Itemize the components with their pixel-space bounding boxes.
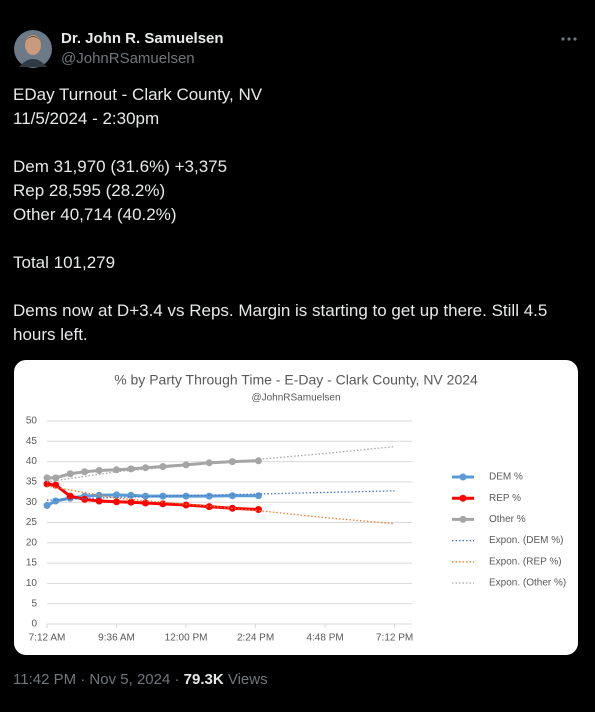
avatar[interactable] [13, 29, 53, 69]
point [43, 501, 51, 509]
y-tick-label: 50 [26, 416, 38, 427]
point [52, 481, 60, 489]
y-tick-label: 0 [31, 619, 37, 630]
point [182, 501, 190, 509]
tweet-meta: 11:42 PM · Nov 5, 2024 · 79.3K Views [13, 671, 268, 688]
point [66, 470, 74, 478]
author-handle[interactable]: @JohnRSamuelsen [61, 50, 195, 67]
legend-label: Expon. (DEM %) [489, 535, 563, 546]
y-tick-label: 35 [26, 477, 38, 488]
legend-marker [459, 473, 467, 481]
legend-label: Other % [489, 514, 526, 525]
point [43, 480, 51, 488]
y-tick-label: 45 [26, 436, 38, 447]
x-tick-label: 9:36 AM [98, 633, 135, 644]
text-line: Dem 31,970 (31.6%) +3,375 [13, 157, 228, 176]
y-tick-label: 30 [26, 497, 38, 508]
chart-image[interactable]: % by Party Through Time - E-Day - Clark … [14, 360, 578, 655]
paragraph: Dem 31,970 (31.6%) +3,375 Rep 28,595 (28.… [13, 155, 573, 227]
point [81, 495, 89, 503]
legend-label: Expon. (REP %) [489, 556, 562, 567]
paragraph: Dems now at D+3.4 vs Reps. Margin is sta… [13, 299, 573, 347]
point [254, 506, 262, 514]
text-line: Total 101,279 [13, 253, 116, 272]
point [52, 497, 60, 505]
y-tick-label: 5 [31, 598, 37, 609]
point [254, 457, 262, 465]
paragraph: EDay Turnout - Clark County, NV 11/5/2024… [13, 83, 573, 131]
y-tick-label: 20 [26, 537, 38, 548]
point [159, 500, 167, 508]
y-tick-label: 25 [26, 517, 38, 528]
author-name[interactable]: Dr. John R. Samuelsen [61, 30, 224, 47]
chart-title: % by Party Through Time - E-Day - Clark … [114, 372, 478, 388]
y-tick-label: 10 [26, 578, 38, 589]
trend-line [46, 485, 395, 525]
point [95, 467, 103, 475]
x-tick-label: 7:12 AM [29, 633, 66, 644]
x-tick-label: 2:24 PM [237, 633, 274, 644]
more-button[interactable] [560, 36, 578, 42]
tweet-text: EDay Turnout - Clark County, NV 11/5/2024… [13, 83, 573, 371]
legend-label: REP % [489, 493, 521, 504]
text-line: Dems now at D+3.4 vs Reps. Margin is sta… [13, 301, 548, 344]
point [205, 459, 213, 467]
text-line: Other 40,714 (40.2%) [13, 205, 177, 224]
legend-label: Expon. (Other %) [489, 578, 566, 589]
point [182, 461, 190, 469]
x-tick-label: 7:12 PM [376, 633, 413, 644]
point [127, 491, 135, 499]
point [254, 492, 262, 500]
paragraph: Total 101,279 [13, 251, 573, 275]
text-line: Rep 28,595 (28.2%) [13, 181, 166, 200]
point [66, 492, 74, 500]
point [113, 498, 121, 506]
point [95, 497, 103, 505]
legend-marker [459, 515, 467, 523]
timestamp[interactable]: 11:42 PM · Nov 5, 2024 · [13, 671, 180, 688]
point [127, 498, 135, 506]
point [52, 474, 60, 482]
text-line: EDay Turnout - Clark County, NV [13, 85, 263, 104]
chart-subtitle: @JohnRSamuelsen [251, 393, 340, 404]
point [182, 492, 190, 500]
legend-label: DEM % [489, 472, 523, 483]
point [113, 466, 121, 474]
point [205, 492, 213, 500]
point [81, 468, 89, 476]
x-tick-label: 4:48 PM [306, 633, 343, 644]
text-line: 11/5/2024 - 2:30pm [13, 109, 160, 128]
point [141, 499, 149, 507]
y-tick-label: 15 [26, 558, 38, 569]
point [205, 503, 213, 511]
series-line [47, 459, 259, 480]
x-tick-label: 12:00 PM [165, 633, 208, 644]
point [141, 464, 149, 472]
views-label: Views [227, 671, 268, 688]
chart: % by Party Through Time - E-Day - Clark … [26, 372, 566, 644]
point [228, 492, 236, 500]
point [43, 474, 51, 482]
point [127, 465, 135, 473]
y-tick-label: 40 [26, 456, 38, 467]
legend-marker [459, 494, 467, 502]
trend-line [46, 445, 395, 483]
views-count: 79.3K [183, 671, 224, 688]
point [159, 462, 167, 470]
